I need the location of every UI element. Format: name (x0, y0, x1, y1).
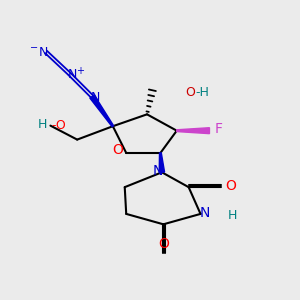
Text: -O: -O (51, 119, 66, 132)
Text: -H: -H (196, 86, 209, 99)
Text: N: N (38, 46, 48, 59)
Text: H: H (227, 209, 237, 222)
Text: +: + (76, 66, 84, 76)
Text: N: N (68, 68, 77, 81)
Polygon shape (177, 128, 209, 134)
Text: N: N (153, 164, 163, 178)
Text: −: − (30, 44, 38, 53)
Text: O: O (158, 237, 169, 251)
Text: F: F (214, 122, 222, 136)
Text: N: N (199, 206, 210, 220)
Text: H: H (38, 118, 47, 131)
Polygon shape (90, 95, 114, 127)
Text: O: O (112, 143, 123, 157)
Text: O: O (225, 179, 236, 193)
Polygon shape (159, 153, 165, 172)
Text: N: N (91, 91, 100, 104)
Text: O: O (186, 86, 196, 99)
